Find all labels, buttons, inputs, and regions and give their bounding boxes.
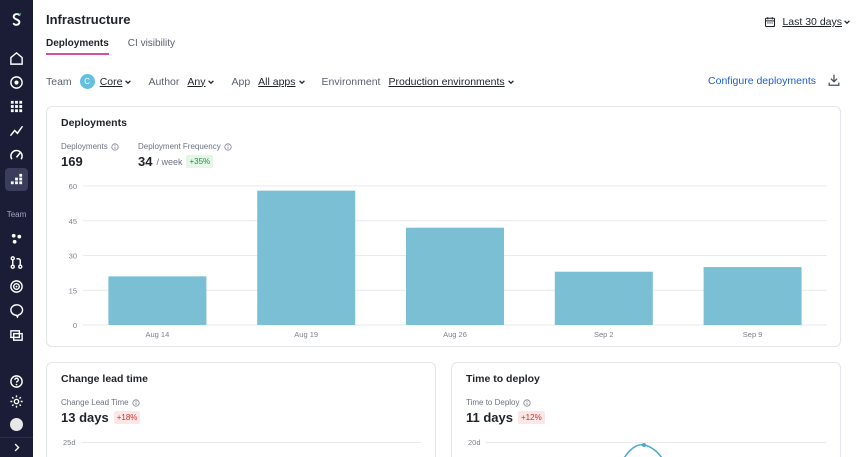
deployment-frequency-change-badge: +35% (186, 155, 214, 168)
app-filter-dropdown[interactable]: All apps (258, 76, 305, 88)
logo-icon[interactable] (5, 8, 28, 31)
date-range-label: Last 30 days (782, 16, 842, 28)
time-to-deploy-label-text: Time to Deploy (466, 398, 520, 407)
y-tick-label: 15 (69, 286, 77, 295)
chevron-down-icon (208, 79, 215, 84)
change-lead-time-metric: Change Lead Time 13 days +18% (61, 398, 141, 425)
team-filter-value: Core (99, 75, 123, 88)
trend-icon[interactable] (5, 119, 28, 142)
info-icon[interactable] (224, 142, 232, 151)
change-lead-time-label-text: Change Lead Time (61, 398, 129, 407)
calendar-icon (765, 17, 776, 28)
time-to-deploy-line-series (623, 443, 663, 457)
change-lead-time-tick-label: 25d (63, 438, 76, 447)
y-tick-label: 0 (73, 321, 77, 330)
deployments-count-label: Deployments (61, 142, 119, 151)
app-filter-label: App (231, 75, 251, 88)
x-tick-label: Aug 19 (294, 330, 318, 339)
time-to-deploy-card: Time to deploy Time to Deploy 11 days +1… (451, 362, 841, 457)
chat-icon[interactable] (5, 299, 28, 322)
deployments-card: Deployments Deployments 169 Deployment F… (46, 106, 841, 347)
environment-filter-label: Environment (321, 75, 381, 88)
target-icon[interactable] (5, 71, 28, 94)
team-filter-label: Team (46, 75, 72, 88)
team-members-icon[interactable] (5, 227, 28, 250)
settings-gear-icon[interactable] (5, 390, 28, 413)
chevron-right-icon (14, 443, 20, 452)
bar-aug-19[interactable] (257, 190, 356, 325)
deployment-frequency-label-text: Deployment Frequency (138, 142, 221, 151)
change-lead-time-card: Change lead time Change Lead Time 13 day… (46, 362, 436, 457)
expand-sidebar-button[interactable] (0, 437, 33, 457)
chevron-down-icon (844, 20, 850, 25)
y-tick-label: 45 (69, 217, 77, 226)
author-filter-dropdown[interactable]: Any (187, 76, 215, 88)
info-icon[interactable] (111, 142, 119, 151)
time-to-deploy-label: Time to Deploy (466, 398, 545, 407)
deployments-count-value: 169 (61, 154, 83, 169)
cards-icon[interactable] (5, 324, 28, 347)
apps-grid-icon[interactable] (5, 95, 28, 118)
radar-icon[interactable] (5, 275, 28, 298)
bar-aug-14[interactable] (108, 276, 207, 325)
time-to-deploy-change-badge: +12% (518, 411, 545, 424)
chevron-down-icon (298, 79, 305, 84)
tab-bar: Deployments CI visibility (46, 38, 175, 55)
date-range-picker[interactable]: Last 30 days (764, 16, 851, 28)
environment-filter-value: Production environments (388, 75, 505, 88)
bar-sep-2[interactable] (554, 271, 653, 325)
tab-ci-visibility[interactable]: CI visibility (127, 38, 176, 49)
chevron-down-icon (125, 79, 132, 84)
time-to-deploy-gridline (486, 442, 826, 443)
sidebar-section-label: Team (6, 210, 27, 219)
change-lead-time-change-badge: +18% (113, 411, 141, 424)
time-to-deploy-value: 11 days (466, 410, 513, 425)
chevron-down-icon (507, 79, 514, 84)
y-tick-label: 30 (69, 252, 77, 261)
download-icon[interactable] (827, 73, 841, 87)
x-tick-label: Sep 9 (743, 330, 763, 339)
change-lead-time-value: 13 days (61, 410, 109, 425)
change-lead-time-title: Change lead time (61, 373, 148, 385)
info-icon[interactable] (132, 398, 140, 407)
configure-deployments-link[interactable]: Configure deployments (708, 75, 816, 87)
user-avatar[interactable] (10, 418, 23, 431)
deployment-frequency-unit: / week (156, 156, 183, 167)
bar-sep-9[interactable] (703, 267, 802, 325)
tab-deployments[interactable]: Deployments (46, 38, 109, 55)
time-to-deploy-title: Time to deploy (466, 373, 540, 385)
info-icon[interactable] (522, 398, 531, 407)
author-filter-value: Any (187, 75, 206, 88)
deployments-count-metric: Deployments 169 (61, 142, 119, 169)
time-to-deploy-metric: Time to Deploy 11 days +12% (466, 398, 545, 425)
deployment-frequency-value: 34 (138, 154, 153, 169)
deployment-frequency-metric: Deployment Frequency 34 / week +35% (138, 142, 232, 169)
time-to-deploy-tick-label: 20d (468, 438, 481, 447)
x-tick-label: Aug 14 (146, 330, 170, 339)
time-to-deploy-point (642, 443, 646, 447)
help-icon[interactable] (5, 370, 28, 393)
change-lead-time-label: Change Lead Time (61, 398, 140, 407)
deployments-count-label-text: Deployments (61, 142, 108, 151)
team-badge: C (79, 74, 95, 89)
gauge-icon[interactable] (5, 144, 28, 167)
deployments-bar-chart: 0 15 30 45 60 Aug 14 Aug 19 Aug 26 Sep 2 Sep 9 (69, 182, 827, 339)
x-tick-label: Sep 2 (594, 330, 614, 339)
sidebar: Team (0, 0, 33, 457)
deployments-icon[interactable] (5, 168, 28, 191)
home-icon[interactable] (5, 47, 28, 70)
team-filter-dropdown[interactable]: Core (100, 76, 133, 88)
bar-aug-26[interactable] (406, 227, 504, 325)
app-filter-value: All apps (258, 75, 296, 88)
change-lead-time-gridline (81, 442, 421, 443)
pull-request-icon[interactable] (5, 251, 28, 274)
page-title: Infrastructure (46, 12, 131, 27)
deployment-frequency-label: Deployment Frequency (138, 142, 232, 151)
deployments-card-title: Deployments (61, 117, 127, 129)
environment-filter-dropdown[interactable]: Production environments (388, 76, 514, 88)
filter-bar: Team C Core Author Any App All apps Envi… (46, 74, 531, 89)
y-tick-label: 60 (69, 182, 77, 191)
author-filter-label: Author (148, 75, 180, 88)
x-tick-label: Aug 26 (443, 330, 467, 339)
